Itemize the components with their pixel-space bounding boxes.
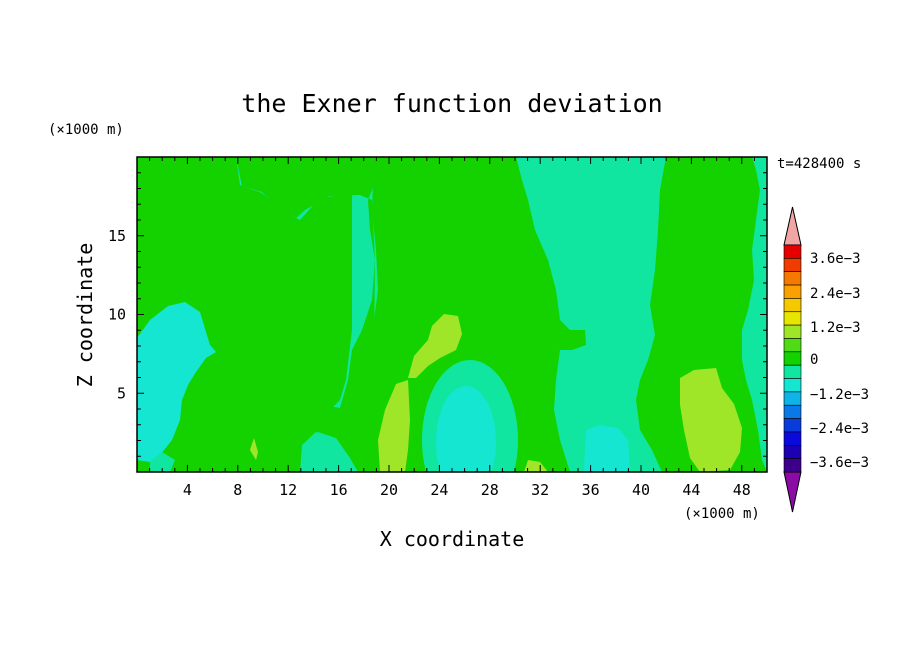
x-tick-label: 16 xyxy=(330,481,348,499)
colorbar-swatch xyxy=(783,271,802,286)
colorbar-top-extend xyxy=(783,206,802,246)
y-tick-label: 10 xyxy=(108,306,126,324)
contour-field xyxy=(137,157,767,472)
region-negative-bottom xyxy=(300,432,358,472)
y-axis-label: Z coordinate xyxy=(73,243,97,388)
y-unit-label: (×1000 m) xyxy=(48,122,124,138)
region-negative-bottom-left xyxy=(150,452,175,472)
x-tick-label: 44 xyxy=(682,481,700,499)
colorbar-swatch xyxy=(783,444,802,459)
colorbar-bottom-extend xyxy=(783,471,802,513)
x-tick-label: 4 xyxy=(183,481,192,499)
colorbar-swatch xyxy=(783,338,802,353)
colorbar-swatch xyxy=(783,311,802,326)
colorbar-swatch xyxy=(783,391,802,406)
colorbar-swatch xyxy=(783,351,802,366)
colorbar-label: 1.2e−3 xyxy=(810,320,861,336)
region-positive-right xyxy=(636,157,767,472)
y-tick-label: 15 xyxy=(108,227,126,245)
region-positive-left-body xyxy=(212,157,392,472)
colorbar-label: −1.2e−3 xyxy=(810,387,869,403)
region-positive-strong-3 xyxy=(680,368,742,472)
colorbar-label: 2.4e−3 xyxy=(810,286,861,302)
colorbar-swatch xyxy=(783,298,802,313)
region-negative-center-core xyxy=(436,386,496,472)
colorbar-label: −2.4e−3 xyxy=(810,421,869,437)
colorbar-swatch xyxy=(783,324,802,339)
region-negative-left xyxy=(137,302,216,462)
colorbar: 3.6e−3 2.4e−3 1.2e−3 0 −1.2e−3 −2.4e−3 −3.6e−3 xyxy=(783,206,869,513)
x-tick-label: 32 xyxy=(531,481,549,499)
x-tick-label: 8 xyxy=(233,481,242,499)
x-tick-label: 20 xyxy=(380,481,398,499)
colorbar-swatch xyxy=(783,244,802,259)
colorbar-label: 3.6e−3 xyxy=(810,251,861,267)
colorbar-swatch xyxy=(783,458,802,473)
colorbar-swatch xyxy=(783,404,802,419)
x-tick-label: 36 xyxy=(582,481,600,499)
chart-title: the Exner function deviation xyxy=(241,89,662,118)
colorbar-swatch xyxy=(783,258,802,273)
colorbar-swatch xyxy=(783,364,802,379)
x-tick-label: 28 xyxy=(481,481,499,499)
region-positive-center xyxy=(360,157,586,472)
region-positive-strong-4 xyxy=(524,460,548,472)
x-tick-labels: 4 8 12 16 20 24 28 32 36 40 44 48 xyxy=(183,481,751,499)
colorbar-swatch xyxy=(783,431,802,446)
region-positive-strong-1 xyxy=(378,380,410,472)
colorbar-swatch xyxy=(783,378,802,393)
x-tick-label: 48 xyxy=(733,481,751,499)
x-tick-label: 12 xyxy=(279,481,297,499)
colorbar-swatch xyxy=(783,418,802,433)
x-tick-label: 40 xyxy=(632,481,650,499)
colorbar-swatch xyxy=(783,284,802,299)
region-positive-strong-2 xyxy=(408,314,462,378)
y-tick-label: 5 xyxy=(117,384,126,402)
y-tick-labels: 5 10 15 xyxy=(108,227,126,403)
colorbar-label: −3.6e−3 xyxy=(810,455,869,471)
region-negative-right xyxy=(584,425,630,472)
axis-ticks xyxy=(137,157,767,472)
region-positive-strong-5 xyxy=(250,438,258,460)
x-axis-label: X coordinate xyxy=(380,527,525,551)
x-tick-label: 24 xyxy=(430,481,448,499)
time-label: t=428400 s xyxy=(777,156,861,172)
colorbar-label: 0 xyxy=(810,352,818,368)
x-unit-label: (×1000 m) xyxy=(684,506,760,522)
